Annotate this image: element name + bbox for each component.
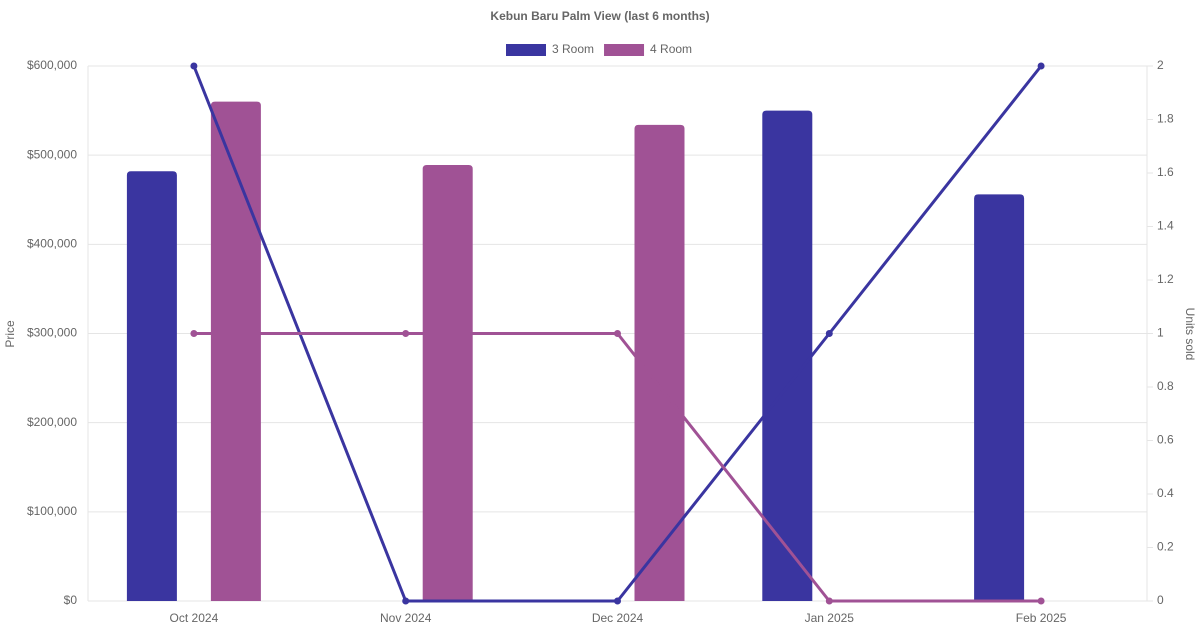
y2-tick-label: 1.2 (1157, 272, 1174, 286)
y2-tick-label: 0.2 (1157, 540, 1174, 554)
bar (210, 101, 261, 602)
x-tick-label: Nov 2024 (380, 611, 432, 625)
y2-tick-label: 0.4 (1157, 486, 1174, 500)
y-tick-label: $400,000 (27, 237, 77, 251)
chart-title: Kebun Baru Palm View (last 6 months) (490, 9, 709, 23)
point (1037, 597, 1045, 605)
legend-swatch (604, 44, 645, 56)
point (614, 330, 621, 337)
bar (974, 194, 1025, 601)
line (193, 332, 1042, 603)
point (1037, 62, 1045, 70)
y-tick-label: $300,000 (27, 326, 77, 340)
bar (126, 171, 177, 601)
y-tick-label: $100,000 (27, 504, 77, 518)
bar (762, 110, 813, 601)
x-tick-label: Jan 2025 (805, 611, 855, 625)
x-tick-label: Oct 2024 (170, 611, 219, 625)
y2-tick-label: 0.8 (1157, 379, 1174, 393)
y2-axis-title: Units sold (1183, 308, 1197, 361)
legend-label: 4 Room (650, 42, 692, 56)
y2-tick-label: 2 (1157, 58, 1164, 72)
point (402, 330, 410, 337)
y2-tick-label: 0 (1157, 593, 1164, 607)
bar (422, 164, 473, 601)
y2-tick-label: 1.8 (1157, 112, 1174, 126)
y2-tick-label: 1 (1157, 326, 1164, 340)
point (190, 62, 198, 70)
y-axis-title: Price (3, 320, 17, 348)
legend-label: 3 Room (552, 42, 594, 56)
y2-tick-label: 1.6 (1157, 165, 1174, 179)
y2-tick-label: 0.6 (1157, 433, 1174, 447)
y2-tick-label: 1.4 (1157, 219, 1174, 233)
point (190, 330, 198, 337)
legend-swatch (506, 44, 546, 56)
point (825, 597, 833, 605)
y-tick-label: $200,000 (27, 415, 77, 429)
point (825, 330, 833, 337)
x-tick-label: Dec 2024 (592, 611, 644, 625)
bar (634, 124, 685, 601)
y-tick-label: $600,000 (27, 58, 77, 72)
y-tick-label: $500,000 (27, 147, 77, 161)
x-tick-label: Feb 2025 (1016, 611, 1067, 625)
y-tick-label: $0 (64, 593, 78, 607)
point (614, 597, 621, 605)
point (402, 597, 410, 605)
